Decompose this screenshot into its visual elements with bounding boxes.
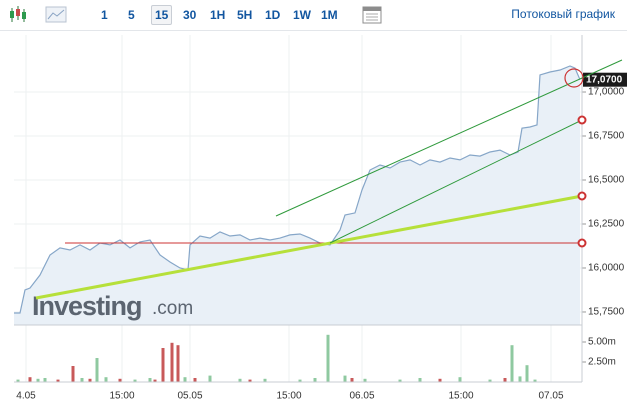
volume-bar	[398, 379, 402, 382]
interval-button[interactable]: 1D	[265, 8, 281, 22]
volume-bar	[248, 379, 252, 382]
volume-bar	[533, 379, 537, 382]
x-tick-label: 07.05	[538, 391, 563, 402]
volume-bar	[350, 378, 354, 382]
drawing-handle	[577, 238, 587, 248]
volume-bar	[43, 378, 47, 382]
volume-bar	[193, 378, 197, 382]
x-tick-label: 05.05	[177, 391, 202, 402]
volume-bar	[525, 365, 529, 382]
volume-bar	[313, 378, 317, 382]
interval-button[interactable]: 1H	[210, 8, 226, 22]
volume-bar	[298, 379, 302, 382]
y-tick-label: 16,5000	[588, 175, 625, 186]
x-tick-label: 4.05	[16, 391, 36, 402]
volume-bar	[153, 379, 157, 382]
drawing-handle	[577, 115, 587, 125]
volume-bar	[36, 378, 40, 382]
volume-bar	[161, 348, 165, 382]
trend-line	[35, 194, 583, 300]
volume-bar	[438, 378, 442, 382]
volume-bar	[503, 378, 507, 382]
volume-bar	[95, 358, 99, 382]
volume-bar	[104, 377, 108, 382]
last-price-label: 17,0700	[586, 74, 623, 85]
volume-bar	[458, 377, 462, 382]
drawing-handle	[577, 191, 587, 201]
volume-bar	[343, 375, 347, 382]
x-tick-label: 15:00	[276, 391, 301, 402]
y-tick-label: 5.00m	[588, 337, 616, 348]
last-price-box	[583, 72, 627, 87]
interval-button[interactable]: 15	[151, 5, 173, 25]
volume-bar	[183, 377, 187, 382]
price-line	[14, 65, 581, 314]
chart-type-icons	[10, 6, 67, 23]
volume-bar	[510, 345, 514, 382]
y-tick-label: 17,0000	[588, 87, 625, 98]
volume-bar	[118, 378, 122, 382]
volume-bar	[418, 378, 422, 382]
interval-button[interactable]: 5	[128, 8, 135, 22]
y-tick-label: 15,7500	[588, 307, 625, 318]
volume-bar	[518, 376, 522, 382]
volume-bar	[176, 345, 180, 382]
last-point-marker	[564, 68, 584, 88]
volume-bar	[170, 342, 174, 382]
interval-button[interactable]: 1M	[321, 8, 338, 22]
interval-button[interactable]: 5H	[237, 8, 253, 22]
y-tick-label: 16,7500	[588, 131, 625, 142]
toolbar: 1 5 15 30 1H 5H 1D 1W 1M Потоковый график	[0, 0, 627, 31]
volume-bar	[16, 379, 20, 382]
x-tick-label: 15:00	[109, 391, 134, 402]
volume-bar	[148, 378, 152, 382]
volume-bar	[56, 379, 60, 382]
x-tick-label: 15:00	[448, 391, 473, 402]
volume-bar	[133, 379, 137, 382]
volume-bar	[28, 377, 32, 382]
volume-bar	[363, 378, 367, 382]
x-tick-label: 06.05	[349, 391, 374, 402]
stream-link[interactable]: Потоковый график	[511, 7, 615, 21]
volume-bar	[71, 366, 75, 382]
watermark-suffix: .com	[152, 298, 193, 319]
interval-button[interactable]: 30	[183, 8, 197, 22]
channel-line	[275, 59, 623, 217]
volume-bar	[263, 378, 267, 382]
chart: Investing .com 4.05 15:00 05.05 15:00 06.05 1…	[14, 35, 627, 402]
volume-bar	[208, 375, 212, 382]
area-fill	[14, 66, 580, 325]
y-tick-label: 2.50m	[588, 357, 616, 368]
channel-line	[329, 119, 583, 244]
volume-bar	[238, 378, 242, 382]
table-icon[interactable]	[361, 4, 383, 26]
interval-button[interactable]: 1	[101, 8, 108, 22]
volume-bar	[88, 378, 92, 382]
y-tick-label: 16,2500	[588, 219, 625, 230]
volume-bar	[326, 334, 330, 382]
volume-bar	[488, 379, 492, 382]
volume-bar	[80, 378, 84, 382]
y-tick-label: 16,0000	[588, 263, 625, 274]
interval-button[interactable]: 1W	[293, 8, 311, 22]
